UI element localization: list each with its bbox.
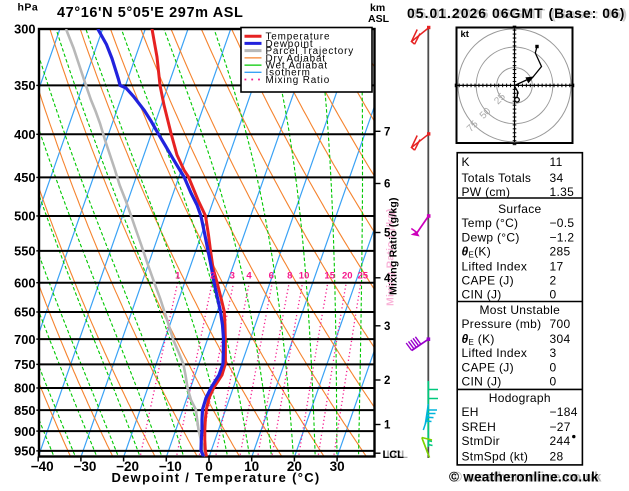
svg-text:2: 2 [210,271,215,282]
svg-text:20: 20 [287,459,302,474]
svg-text:3: 3 [384,321,390,333]
svg-text:30: 30 [330,459,345,474]
svg-text:−184: −184 [550,405,578,419]
svg-text:StmSpd (kt): StmSpd (kt) [462,450,529,464]
svg-text:hPa: hPa [18,2,39,14]
svg-text:05.01.2026 06GMT (Base: 06): 05.01.2026 06GMT (Base: 06) [410,6,628,22]
svg-text:Lifted Index: Lifted Index [462,259,528,273]
svg-text:K: K [462,155,470,169]
svg-text:7: 7 [384,126,390,138]
svg-text:700: 700 [550,317,571,331]
svg-text:8: 8 [287,271,292,282]
svg-text:300: 300 [14,22,35,37]
svg-text:700: 700 [14,332,35,347]
svg-text:−40: −40 [31,459,54,474]
svg-text:−30: −30 [73,459,96,474]
svg-text:550: 550 [14,244,35,259]
svg-text:600: 600 [14,275,35,290]
svg-text:1: 1 [175,271,181,282]
svg-text:θE (K): θE (K) [462,332,495,347]
svg-text:28: 28 [550,450,564,464]
svg-text:3: 3 [230,271,235,282]
svg-text:© weatheronline.co.uk: © weatheronline.co.uk [452,470,602,485]
svg-text:4: 4 [246,271,252,282]
svg-text:θE(K): θE(K) [462,244,492,259]
svg-text:© weatheronline.co.uk: © weatheronline.co.uk [449,470,599,485]
svg-text:Mixing Ratio: Mixing Ratio [266,75,331,86]
svg-text:750: 750 [14,357,35,372]
svg-text:800: 800 [14,381,35,396]
svg-text:−27: −27 [550,420,571,434]
svg-text:1.35: 1.35 [550,185,575,199]
svg-text:0: 0 [205,459,213,474]
svg-text:EH: EH [462,405,479,419]
svg-text:1: 1 [384,420,391,432]
svg-text:350: 350 [14,78,35,93]
svg-text:Isotherm: Isotherm [266,68,311,79]
svg-text:34: 34 [550,171,564,185]
svg-text:0: 0 [550,288,557,302]
svg-text:10: 10 [244,459,259,474]
svg-text:Hodograph: Hodograph [489,391,551,405]
svg-text:SREH: SREH [462,420,497,434]
svg-text:−1.2: −1.2 [550,230,575,244]
svg-text:Surface: Surface [498,202,541,216]
svg-text:Dewp (°C): Dewp (°C) [462,230,520,244]
svg-text:Lifted Index: Lifted Index [462,346,528,360]
svg-text:−20: −20 [116,459,139,474]
svg-text:CAPE (J): CAPE (J) [462,361,514,375]
svg-text:CIN (J): CIN (J) [462,375,502,389]
svg-text:15: 15 [324,271,335,282]
svg-text:km: km [370,2,385,14]
svg-text:LCL: LCL [387,449,409,461]
svg-text:10: 10 [299,271,310,282]
svg-text:650: 650 [14,305,35,320]
svg-text:CAPE (J): CAPE (J) [462,274,514,288]
svg-text:2: 2 [550,274,557,288]
svg-text:Parcel Trajectory: Parcel Trajectory [266,46,355,57]
svg-text:0: 0 [550,375,557,389]
svg-text:900: 900 [14,424,35,439]
svg-text:3: 3 [550,346,557,360]
svg-text:Totals Totals: Totals Totals [462,171,532,185]
svg-text:Dewpoint: Dewpoint [266,39,314,50]
svg-text:500: 500 [14,209,35,224]
svg-text:−0.5: −0.5 [550,216,575,230]
svg-text:StmDir: StmDir [462,434,500,448]
svg-text:Dry Adiabat: Dry Adiabat [266,53,326,64]
svg-text:47°16'N 5°05'E 297m ASL: 47°16'N 5°05'E 297m ASL [57,5,244,21]
svg-text:2: 2 [384,375,390,387]
svg-text:kt: kt [461,29,470,40]
svg-text:6: 6 [384,179,390,191]
svg-text:Most Unstable: Most Unstable [479,303,560,317]
svg-text:304: 304 [550,332,571,346]
svg-text:CIN (J): CIN (J) [462,288,502,302]
svg-text:450: 450 [14,170,35,185]
svg-text:Wet Adiabat: Wet Adiabat [266,61,328,72]
svg-text:950: 950 [14,444,35,459]
svg-text:25: 25 [358,271,369,282]
svg-text:PW (cm): PW (cm) [462,185,511,199]
svg-text:11: 11 [550,155,563,169]
svg-text:LCL: LCL [383,449,405,461]
svg-text:Pressure (mb): Pressure (mb) [462,317,542,331]
svg-text:285: 285 [550,244,571,258]
svg-text:5: 5 [384,228,391,240]
svg-text:Mixing Ratio (g/kg): Mixing Ratio (g/kg) [385,208,397,306]
svg-text:850: 850 [14,403,35,418]
svg-text:05.01.2026 06GMT (Base: 06): 05.01.2026 06GMT (Base: 06) [407,5,625,21]
svg-text:Temp (°C): Temp (°C) [462,216,519,230]
svg-text:Dewpoint / Temperature (°C): Dewpoint / Temperature (°C) [111,470,320,485]
svg-text:4: 4 [384,273,391,285]
svg-text:0: 0 [550,361,557,375]
svg-text:Mixing Ratio (g/kg): Mixing Ratio (g/kg) [388,197,400,295]
svg-text:Temperature: Temperature [266,32,331,43]
svg-text:17: 17 [550,259,564,273]
svg-text:400: 400 [14,127,35,142]
svg-text:−10: −10 [159,459,182,474]
svg-text:6: 6 [269,271,274,282]
svg-text:20: 20 [342,271,353,282]
svg-text:244: 244 [550,434,571,448]
svg-text:ASL: ASL [368,13,390,25]
